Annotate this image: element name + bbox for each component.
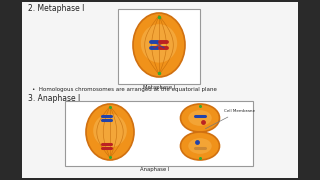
FancyBboxPatch shape [118, 9, 200, 84]
Ellipse shape [86, 104, 134, 160]
Ellipse shape [188, 110, 212, 126]
Text: Metaphase I: Metaphase I [143, 85, 175, 90]
Text: 2. Metaphase I: 2. Metaphase I [28, 4, 84, 13]
Text: Anaphase I: Anaphase I [140, 167, 170, 172]
Ellipse shape [180, 132, 220, 160]
Ellipse shape [141, 24, 177, 63]
Ellipse shape [133, 13, 185, 77]
Ellipse shape [93, 114, 127, 147]
Text: •  Homologous chromosomes are arranged at the equatorial plane: • Homologous chromosomes are arranged at… [32, 87, 217, 92]
Text: 3. Anaphase I: 3. Anaphase I [28, 94, 80, 103]
FancyBboxPatch shape [22, 2, 298, 178]
Ellipse shape [180, 104, 220, 132]
Ellipse shape [188, 138, 212, 154]
Text: Cell Membrane: Cell Membrane [205, 109, 255, 129]
FancyBboxPatch shape [65, 101, 253, 166]
